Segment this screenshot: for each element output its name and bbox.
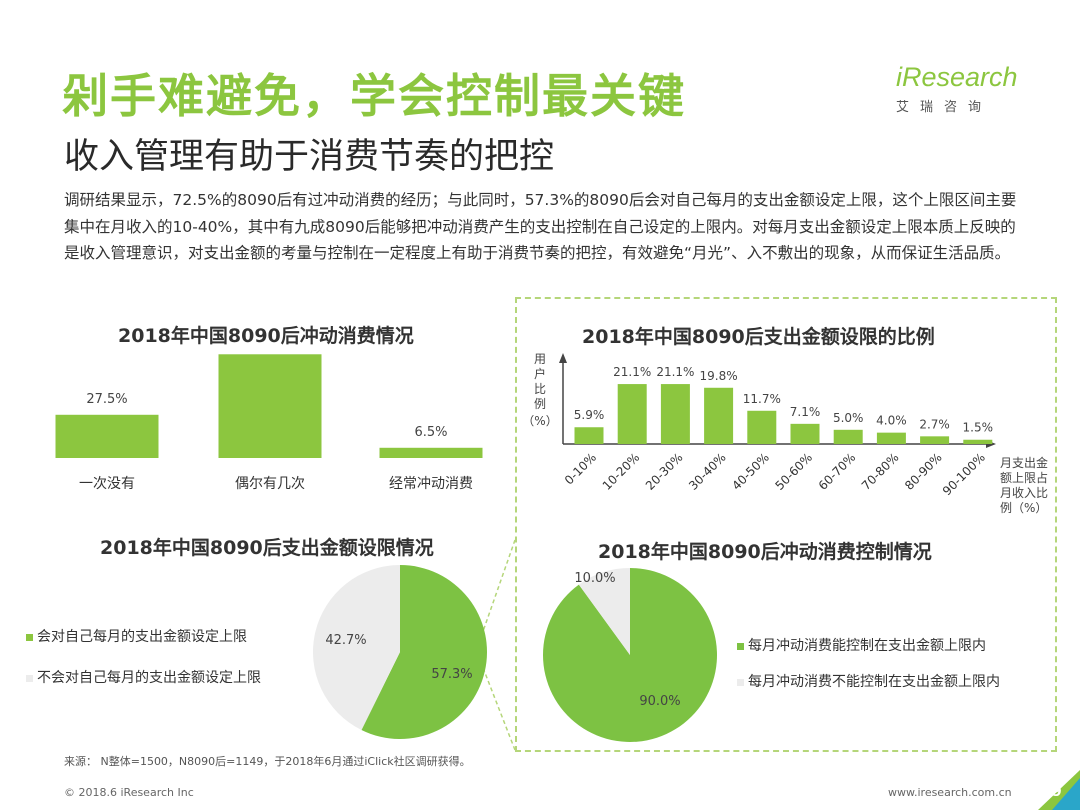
iresearch-logo: iResearch 艾瑞咨询 [896, 62, 1018, 115]
bar-label-7: 4.0% [876, 414, 907, 428]
pie-slice-1 [313, 565, 400, 731]
bar-label-4: 11.7% [743, 392, 781, 406]
legend-swatch-grey [26, 674, 33, 682]
website-url: www.iresearch.com.cn [888, 786, 1012, 799]
connector-bottom [479, 659, 516, 751]
bar-label-3: 19.8% [700, 369, 738, 383]
bar-8 [920, 436, 950, 444]
bar-5 [790, 423, 820, 444]
xlabel-line3: 月收入比 [1000, 486, 1048, 500]
ylabel-line2: 户 [534, 366, 546, 381]
chart3-title: 2018年中国8090后支出金额设限情况 [100, 537, 434, 559]
intro-paragraph: 调研结果显示，72.5%的8090后有过冲动消费的经历；与此同时，57.3%的8… [64, 191, 1017, 262]
y-axis-arrow [559, 353, 567, 363]
category-label-9: 90-100% [940, 450, 988, 498]
limit-ratio-bar-chart: 用 户 比 例 （%） 月支出金 额上限占 月收入比 例（%） 5.9% 0-10… [522, 352, 1048, 515]
chart4-title: 2018年中国8090后冲动消费控制情况 [598, 541, 932, 563]
pie1-legend-yes: 会对自己每月的支出金额设定上限 [26, 626, 247, 646]
pie2-legend-yes: 每月冲动消费能控制在支出金额上限内 [737, 635, 986, 655]
bar-label-9: 1.5% [963, 421, 994, 435]
page-title: 剁手难避免，学会控制最关键 [62, 69, 686, 123]
bar-label-6: 5.0% [833, 411, 864, 425]
bar-label-5: 7.1% [790, 405, 821, 419]
xlabel-line1: 月支出金 [1000, 455, 1048, 470]
chart2-title: 2018年中国8090后支出金额设限的比例 [582, 326, 935, 348]
bar-1 [218, 354, 322, 458]
limit-setting-pie: 57.3% 42.7% [313, 565, 487, 739]
bar-6 [833, 429, 863, 444]
bar-label-2: 21.1% [656, 365, 694, 379]
category-label-0: 0-10% [562, 450, 599, 487]
category-label-1: 10-20% [600, 450, 643, 493]
bar-2 [660, 384, 690, 444]
legend-swatch-green [26, 633, 33, 641]
pie-slice-1 [578, 568, 630, 655]
category-label-5: 50-60% [772, 450, 815, 493]
category-label-8: 80-90% [902, 450, 945, 493]
impulse-control-pie: 90.0% 10.0% [543, 568, 717, 742]
bar-9 [963, 439, 993, 444]
ylabel-line1: 用 [534, 352, 546, 366]
page-subtitle: 收入管理有助于消费节奏的把控 [64, 137, 555, 177]
pie2-legend-no: 每月冲动消费不能控制在支出金额上限内 [737, 671, 1000, 691]
category-label-2: 经常冲动消费 [389, 476, 473, 492]
pie1-legend-no: 不会对自己每月的支出金额设定上限 [26, 667, 261, 687]
category-label-2: 20-30% [643, 450, 686, 493]
source-note: 来源： N整体=1500，N8090后=1149，于2018年6月通过iClic… [64, 755, 471, 768]
corner-decoration [1038, 770, 1080, 810]
highlight-box [515, 297, 1057, 752]
bar-4 [747, 410, 777, 444]
category-label-7: 70-80% [859, 450, 902, 493]
category-label-1: 偶尔有几次 [235, 476, 305, 492]
bar-3 [704, 387, 734, 444]
legend-swatch-grey [737, 678, 744, 686]
connector-top [479, 539, 516, 641]
category-label-6: 60-70% [816, 450, 859, 493]
ylabel-line3: 比 [534, 382, 546, 396]
ylabel-line4: 例 [534, 397, 546, 411]
legend-swatch-green [737, 642, 744, 650]
bar-7 [876, 432, 906, 444]
pie-label-1: 42.7% [325, 633, 366, 648]
pie-label-0: 90.0% [639, 694, 680, 709]
xlabel-line2: 额上限占 [1000, 470, 1048, 485]
bar-0 [55, 414, 159, 458]
xlabel-line4: 例（%） [1000, 501, 1047, 515]
category-label-3: 30-40% [686, 450, 729, 493]
bar-label-2: 6.5% [414, 425, 447, 440]
ylabel-line5: （%） [522, 414, 557, 428]
chart1-title: 2018年中国8090后冲动消费情况 [118, 325, 414, 347]
bar-2 [379, 447, 483, 458]
bar-0 [574, 427, 604, 444]
page-number: 9 [1052, 784, 1062, 800]
bar-label-1: 21.1% [613, 365, 651, 379]
bar-label-0: 27.5% [86, 392, 127, 407]
pie-label-0: 57.3% [431, 667, 472, 682]
logo-chinese: 艾瑞咨询 [896, 100, 993, 115]
pie-label-1: 10.0% [574, 571, 615, 586]
copyright: © 2018.6 iResearch Inc [64, 786, 194, 799]
pie-slice-0 [361, 565, 487, 739]
bar-1 [617, 384, 647, 444]
category-label-4: 40-50% [729, 450, 772, 493]
bar-label-8: 2.7% [919, 417, 950, 431]
category-label-0: 一次没有 [79, 476, 135, 492]
bar-label-0: 5.9% [574, 408, 605, 422]
logo-word: iResearch [896, 62, 1018, 92]
